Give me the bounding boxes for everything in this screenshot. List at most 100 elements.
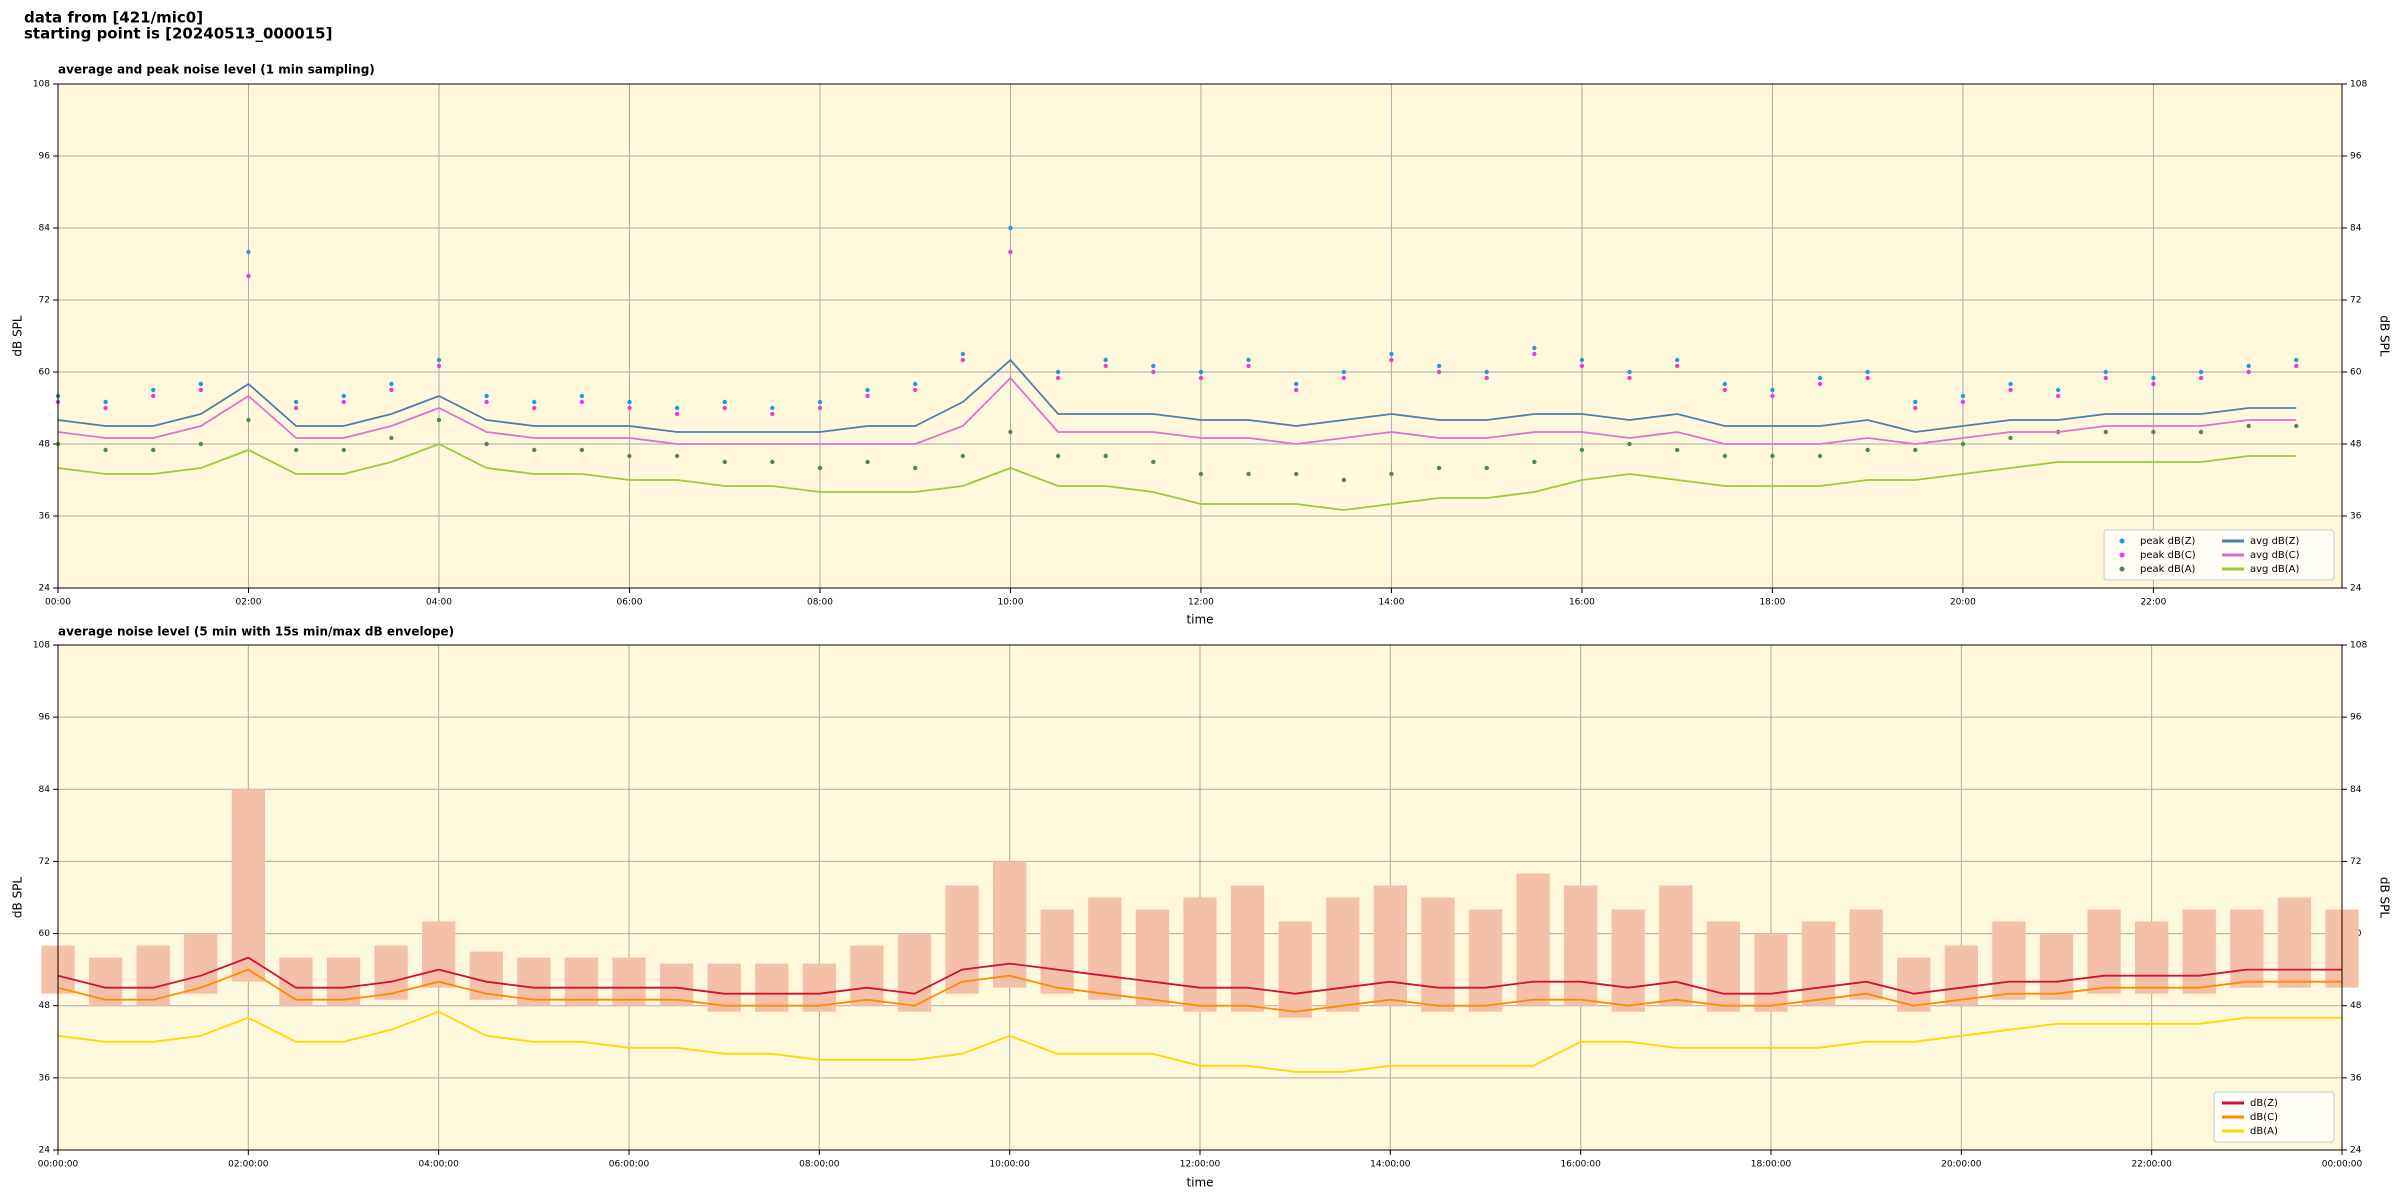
y-tick-label: 48 <box>39 440 51 450</box>
peak-point <box>2103 369 2108 375</box>
peak-point <box>198 381 204 387</box>
peak-point <box>389 387 394 393</box>
x-tick-label: 08:00 <box>807 598 833 608</box>
peak-point <box>2294 363 2299 369</box>
chart-title: average noise level (5 min with 15s min/… <box>58 625 454 639</box>
peak-point <box>1817 375 1823 381</box>
peak-point <box>1436 465 1442 471</box>
peak-point <box>1341 375 1347 381</box>
series-line <box>57 956 2342 995</box>
x-tick-label: 14:00:00 <box>1370 1160 1411 1170</box>
peak-point <box>1960 393 1966 399</box>
peak-point <box>1484 465 1489 471</box>
peak-point <box>722 405 727 411</box>
peak-point <box>2294 423 2299 429</box>
peak-point <box>2151 375 2156 381</box>
y-tick-label: 96 <box>39 713 51 723</box>
peak-point <box>1341 369 1347 375</box>
peak-point <box>579 447 585 453</box>
peak-point <box>1913 405 1918 411</box>
y-tick-label-right: 60 <box>2350 368 2362 378</box>
peak-point <box>2103 375 2108 381</box>
y-axis-label-right: dB SPL <box>2378 877 2392 919</box>
peak-point <box>1674 357 1680 363</box>
peak-point <box>1770 393 1775 399</box>
peak-point <box>1151 369 1156 375</box>
peak-point <box>1198 369 1204 375</box>
peak-point <box>913 381 918 387</box>
peak-point <box>1960 399 1966 405</box>
peak-point <box>1627 441 1632 447</box>
x-tick-label: 20:00:00 <box>1941 1160 1982 1170</box>
y-tick-label: 24 <box>39 1146 51 1156</box>
peak-point <box>246 273 251 279</box>
peak-point <box>1293 381 1299 387</box>
peak-point <box>103 405 108 411</box>
peak-point <box>293 399 299 405</box>
series-line <box>57 1010 2342 1073</box>
peak-point <box>1293 471 1299 477</box>
peak-point <box>1484 369 1489 375</box>
peak-point <box>436 417 442 423</box>
peak-point <box>627 405 632 411</box>
x-tick-label: 22:00:00 <box>2131 1160 2172 1170</box>
peak-point <box>913 387 918 393</box>
x-tick-label: 06:00 <box>617 598 643 608</box>
peak-point <box>484 393 489 399</box>
y-tick-label: 36 <box>39 1073 51 1083</box>
y-tick-label-right: 36 <box>2350 1073 2362 1083</box>
peak-point <box>627 399 632 405</box>
legend-label: peak dB(C) <box>2140 550 2196 561</box>
peak-point <box>1913 399 1918 405</box>
peak-point <box>1770 387 1775 393</box>
peak-point <box>532 447 537 453</box>
x-tick-label: 04:00 <box>426 598 452 608</box>
legend-label: dB(A) <box>2250 1126 2278 1137</box>
peak-point <box>1008 225 1013 231</box>
peak-point <box>151 387 156 393</box>
peak-point <box>1960 441 1966 447</box>
peak-point <box>1436 363 1442 369</box>
x-tick-label: 00:00:00 <box>38 1160 79 1170</box>
peak-point <box>865 393 870 399</box>
y-tick-label-right: 48 <box>2350 440 2362 450</box>
peak-point <box>293 447 299 453</box>
peak-point <box>1722 387 1728 393</box>
y-tick-label-right: 24 <box>2350 584 2362 594</box>
peak-point <box>1293 387 1299 393</box>
peak-point <box>1865 447 1870 453</box>
x-tick-label: 16:00:00 <box>1560 1160 1601 1170</box>
peak-point <box>1532 345 1537 351</box>
legend-marker <box>2119 538 2125 544</box>
peak-point <box>1532 351 1537 357</box>
plot-frame <box>57 83 2343 589</box>
legend-label: avg dB(Z) <box>2250 536 2300 547</box>
peak-point <box>865 387 870 393</box>
y-tick-label: 108 <box>33 641 50 651</box>
peak-point <box>1389 471 1394 477</box>
peak-point <box>1341 477 1347 483</box>
y-tick-label: 36 <box>39 512 51 522</box>
peak-point <box>389 435 394 441</box>
x-tick-label: 00:00:00 <box>2322 1160 2363 1170</box>
x-tick-label: 08:00:00 <box>799 1160 840 1170</box>
peak-point <box>198 441 204 447</box>
y-axis-label-right: dB SPL <box>2378 315 2392 357</box>
x-tick-label: 16:00 <box>1569 598 1595 608</box>
y-axis-label: dB SPL <box>11 315 25 357</box>
y-tick-label-right: 108 <box>2350 80 2367 90</box>
peak-point <box>246 249 251 255</box>
peak-point <box>1389 357 1394 363</box>
peak-point <box>627 453 632 459</box>
legend-label: avg dB(C) <box>2250 550 2300 561</box>
header-source: data from [421/mic0] <box>24 9 203 27</box>
y-tick-label-right: 48 <box>2350 1001 2362 1011</box>
peak-point <box>1579 363 1585 369</box>
legend-label: peak dB(A) <box>2140 564 2196 575</box>
series-line <box>57 358 2297 433</box>
peak-point <box>865 459 870 465</box>
y-tick-label-right: 24 <box>2350 1146 2362 1156</box>
legend-label: peak dB(Z) <box>2140 536 2196 547</box>
peak-point <box>198 387 204 393</box>
